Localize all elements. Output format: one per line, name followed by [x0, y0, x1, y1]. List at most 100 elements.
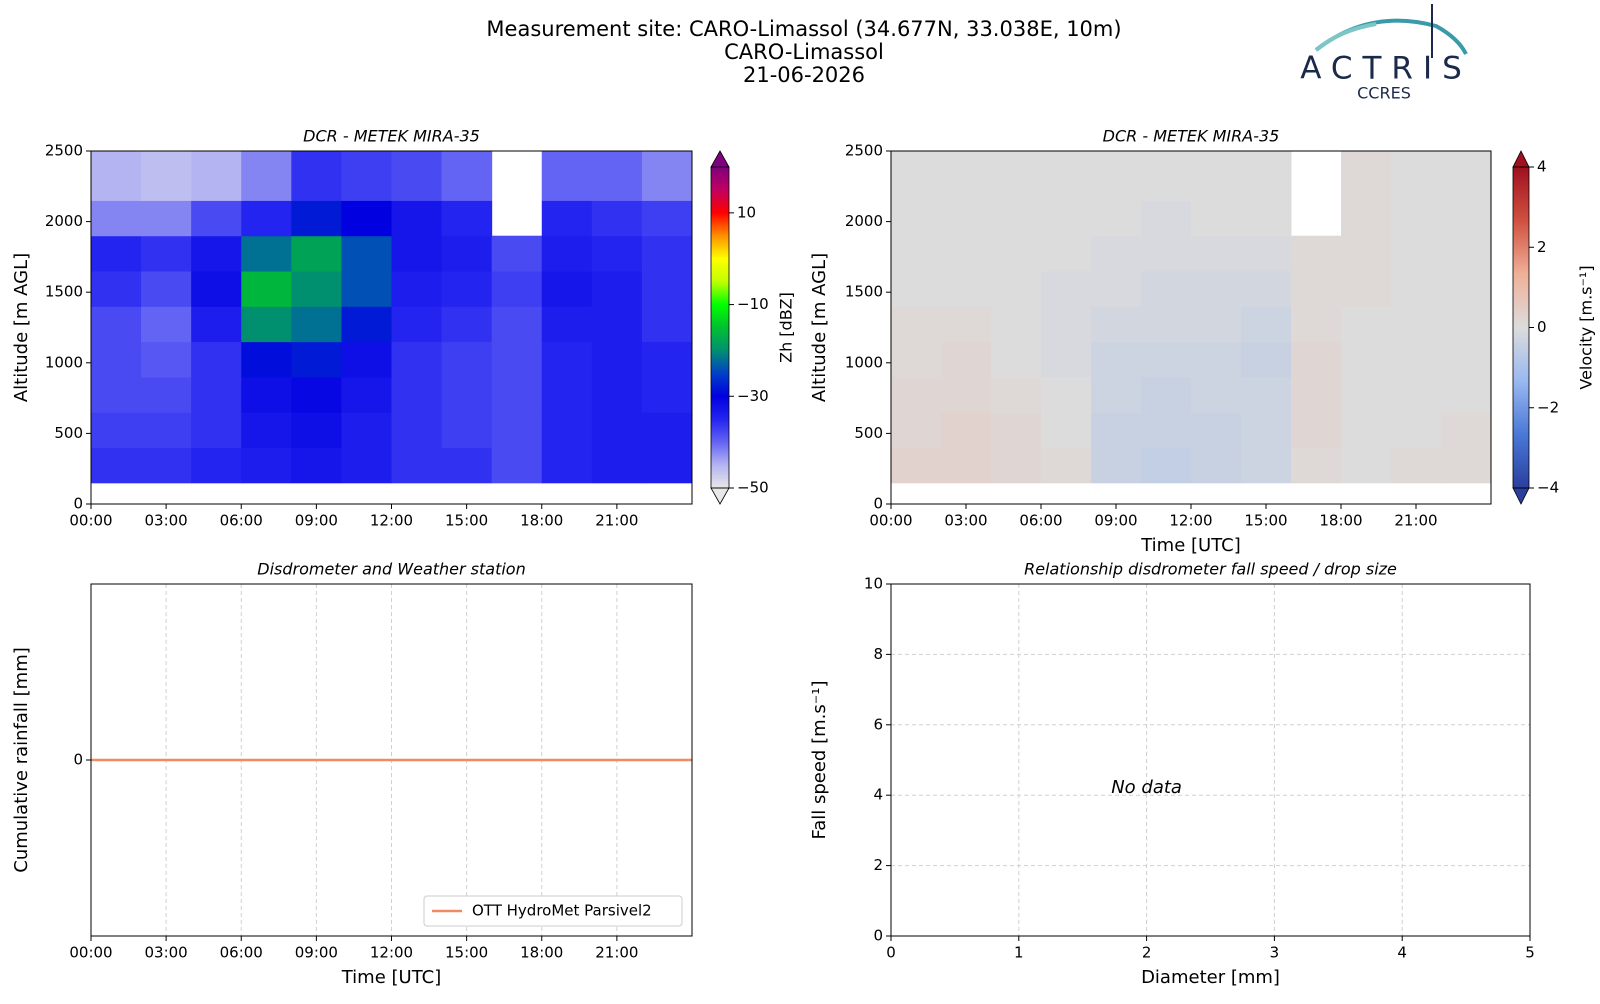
- heatmap-cell: [291, 447, 342, 484]
- heatmap-cell: [641, 235, 693, 272]
- heatmap-cell: [1241, 412, 1292, 449]
- x-tick-label: 18:00: [520, 944, 563, 962]
- heatmap-cell: [641, 200, 693, 237]
- heatmap-cell: [591, 447, 643, 484]
- heatmap-cell: [291, 412, 342, 449]
- x-tick-label: 21:00: [1394, 512, 1437, 530]
- heatmap-cell: [541, 341, 593, 378]
- heatmap-cell: [891, 271, 942, 307]
- figure-title: Measurement site: CARO-Limassol (34.677N…: [486, 17, 1121, 41]
- heatmap-cell: [941, 271, 992, 307]
- heatmap-cell: [991, 306, 1042, 343]
- legend: OTT HydroMet Parsivel2: [423, 895, 683, 927]
- heatmap-cell: [891, 151, 942, 201]
- heatmap-cell: [241, 235, 292, 272]
- heatmap-cell: [1391, 200, 1442, 237]
- heatmap-cell: [441, 376, 493, 413]
- panel: 00:00 03:00 06:00 09:00 12:00 15:00 18:00 21:00…: [11, 560, 693, 988]
- heatmap-cell: [891, 341, 942, 378]
- heatmap-cell: [91, 447, 142, 484]
- legend-label: OTT HydroMet Parsivel2: [472, 902, 652, 920]
- heatmap-cell: [991, 151, 1042, 201]
- heatmap-cell: [541, 235, 593, 272]
- panel: 00:00 03:00 06:00 09:00 12:00 15:00 18:00 21:00…: [809, 127, 1596, 557]
- colorbar-tick-label: −30: [737, 387, 769, 405]
- y-tick-label: 0: [873, 495, 883, 513]
- heatmap-cell: [1141, 447, 1192, 484]
- colorbar-tick-label: 10: [737, 203, 756, 221]
- heatmap-cell: [1191, 341, 1242, 378]
- heatmap-cell: [1141, 376, 1192, 413]
- heatmap-cell: [591, 271, 643, 307]
- colorbar: −50 −30 −10 10 Zh [dBZ]: [710, 150, 796, 505]
- heatmap-cell: [291, 376, 342, 413]
- logo-subtitle: CCRES: [1357, 84, 1411, 103]
- x-tick-label: 03:00: [944, 512, 987, 530]
- heatmap-cell: [1391, 306, 1442, 343]
- x-tick-label: 03:00: [145, 512, 188, 530]
- axes-frame: [890, 583, 1531, 937]
- heatmap-cell: [1241, 376, 1292, 413]
- heatmap-cell: [441, 412, 493, 449]
- heatmap-cell: [1191, 271, 1242, 307]
- heatmap-cell: [441, 151, 493, 201]
- heatmap-cell: [1041, 376, 1092, 413]
- colorbar-body: [711, 167, 729, 488]
- heatmap-cell: [991, 412, 1042, 449]
- heatmap-cell: [541, 447, 593, 484]
- y-tick-label: 2000: [845, 212, 883, 230]
- x-axis-label: Time [UTC]: [341, 967, 442, 988]
- y-tick-label: 6: [873, 715, 883, 733]
- heatmap-cell: [191, 306, 242, 343]
- heatmap-cell: [141, 271, 192, 307]
- colorbar-extend: [1512, 150, 1530, 168]
- y-axis-label: Altitude [m AGL]: [809, 253, 830, 402]
- heatmap-cell: [241, 271, 292, 307]
- colorbar-tick-label: −4: [1537, 479, 1559, 497]
- heatmap-cell: [1091, 306, 1142, 343]
- heatmap-cell: [1341, 306, 1392, 343]
- heatmap-cell: [541, 271, 593, 307]
- heatmap-cell: [191, 271, 242, 307]
- heatmap-cell: [641, 306, 693, 343]
- heatmap-cell: [391, 376, 443, 413]
- axes-title: Disdrometer and Weather station: [257, 560, 525, 579]
- heatmap-cell: [1141, 235, 1192, 272]
- y-tick-label: 1500: [845, 283, 883, 301]
- heatmap-cell: [91, 341, 142, 378]
- x-tick-label: 12:00: [370, 944, 413, 962]
- x-axis-label: Diameter [mm]: [1141, 967, 1280, 988]
- heatmap-cell: [541, 306, 593, 343]
- heatmap-cell: [91, 200, 142, 237]
- heatmap-cell: [341, 447, 392, 484]
- heatmap-cell: [1391, 271, 1442, 307]
- heatmap-cell: [1041, 412, 1092, 449]
- x-tick-label: 18:00: [1319, 512, 1362, 530]
- heatmap-cell: [991, 341, 1042, 378]
- heatmap-cell: [191, 151, 242, 201]
- heatmap-cell: [141, 341, 192, 378]
- heatmap-cell: [1191, 235, 1242, 272]
- heatmap-cell: [141, 376, 192, 413]
- y-tick-label: 1000: [845, 353, 883, 371]
- x-tick-label: 15:00: [445, 512, 488, 530]
- heatmap-cell: [641, 271, 693, 307]
- heatmap-cell: [241, 306, 292, 343]
- heatmap-cell: [91, 412, 142, 449]
- heatmap-cell: [291, 306, 342, 343]
- x-tick-label: 09:00: [295, 944, 338, 962]
- heatmap-cell: [1291, 447, 1342, 484]
- heatmap-cell: [1191, 447, 1242, 484]
- heatmap-cell: [1191, 151, 1242, 201]
- heatmap-cell: [1191, 306, 1242, 343]
- heatmap-cell: [391, 412, 443, 449]
- y-tick-label: 1000: [45, 353, 83, 371]
- heatmap-cell: [1291, 376, 1342, 413]
- y-tick-label: 1500: [45, 283, 83, 301]
- heatmap-cell: [1141, 200, 1192, 237]
- heatmap-cell: [1241, 235, 1292, 272]
- heatmap-cell: [391, 341, 443, 378]
- y-axis-label: Cumulative rainfall [mm]: [11, 647, 32, 873]
- x-tick-label: 2: [1142, 944, 1152, 962]
- x-axis-label: Time [UTC]: [1140, 535, 1241, 556]
